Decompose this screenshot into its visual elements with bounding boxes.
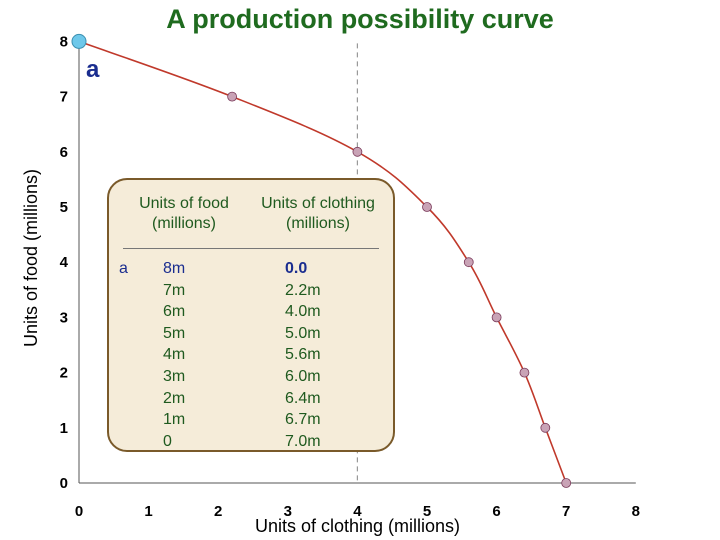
table-header-clothing: Units of clothing (millions) <box>245 194 391 234</box>
x-tick-label: 8 <box>632 503 640 520</box>
data-point <box>491 312 502 323</box>
y-tick-label: 7 <box>60 89 68 106</box>
y-tick-label: 5 <box>60 199 68 216</box>
data-point <box>540 422 551 433</box>
point-a-marker <box>71 33 87 49</box>
table-cell-food: 7m <box>163 281 186 299</box>
x-tick-label: 4 <box>353 503 362 520</box>
data-point <box>561 478 572 488</box>
data-point <box>227 91 238 102</box>
table-cell-food: 0 <box>163 432 172 450</box>
table-cell-clothing: 2.2m <box>285 281 321 299</box>
table-cell-key: a <box>119 260 128 277</box>
table-cell-clothing: 4.0m <box>285 303 321 321</box>
table-column-food: 8m 7m 6m 5m 4m 3m 2m 1m 0 <box>163 258 203 452</box>
x-tick-label: 7 <box>562 503 570 520</box>
table-cell-food: 8m <box>163 260 186 277</box>
y-tick-label: 0 <box>60 475 68 492</box>
data-point <box>463 257 474 268</box>
table-header-food-line1: Units of food <box>139 195 229 212</box>
y-tick-label: 6 <box>60 144 68 161</box>
x-tick-label: 6 <box>492 503 500 520</box>
y-axis-label: Units of food (millions) <box>21 168 41 348</box>
production-table: Units of food (millions) Units of clothi… <box>107 178 395 452</box>
table-cell-food: 5m <box>163 324 186 342</box>
table-header-clothing-line2: (millions) <box>286 215 350 232</box>
table-cell-food: 2m <box>163 389 186 407</box>
table-cell-food: 4m <box>163 346 186 364</box>
y-tick-label: 3 <box>60 309 68 326</box>
y-tick-label: 1 <box>60 420 68 437</box>
data-point <box>422 202 432 212</box>
table-column-clothing: 0.0 2.2m 4.0m 5.0m 5.6m 6.0m 6.4m 6.7m 7.0m <box>285 258 335 452</box>
table-cell-clothing: 6.0m <box>285 367 321 385</box>
x-tick-label: 3 <box>284 503 292 520</box>
table-column-key: a <box>119 258 135 280</box>
x-tick-label: 2 <box>214 503 222 520</box>
table-header-clothing-line1: Units of clothing <box>261 195 375 212</box>
table-cell-clothing: 6.4m <box>285 389 321 407</box>
table-cell-clothing: 5.0m <box>285 324 321 342</box>
table-header-food-line2: (millions) <box>152 215 216 232</box>
chart-title: A production possibility curve <box>166 4 554 34</box>
table-cell-clothing: 0.0 <box>285 260 308 277</box>
table-cell-food: 6m <box>163 303 186 321</box>
x-tick-label: 1 <box>144 503 152 520</box>
table-divider <box>123 248 379 249</box>
x-tick-label: 5 <box>423 503 431 520</box>
table-cell-clothing: 7.0m <box>285 432 321 450</box>
data-point <box>519 367 530 378</box>
table-header-food: Units of food (millions) <box>117 194 251 234</box>
y-tick-label: 2 <box>60 365 68 382</box>
y-tick-label: 8 <box>60 33 68 50</box>
y-tick-label: 4 <box>60 254 69 271</box>
data-point <box>352 146 363 157</box>
table-cell-food: 3m <box>163 367 186 385</box>
point-a-label: a <box>86 56 100 83</box>
x-axis-label: Units of clothing (millions) <box>254 516 461 536</box>
table-cell-clothing: 6.7m <box>285 411 321 429</box>
x-tick-label: 0 <box>75 503 83 520</box>
table-cell-food: 1m <box>163 411 186 429</box>
table-cell-clothing: 5.6m <box>285 346 321 364</box>
